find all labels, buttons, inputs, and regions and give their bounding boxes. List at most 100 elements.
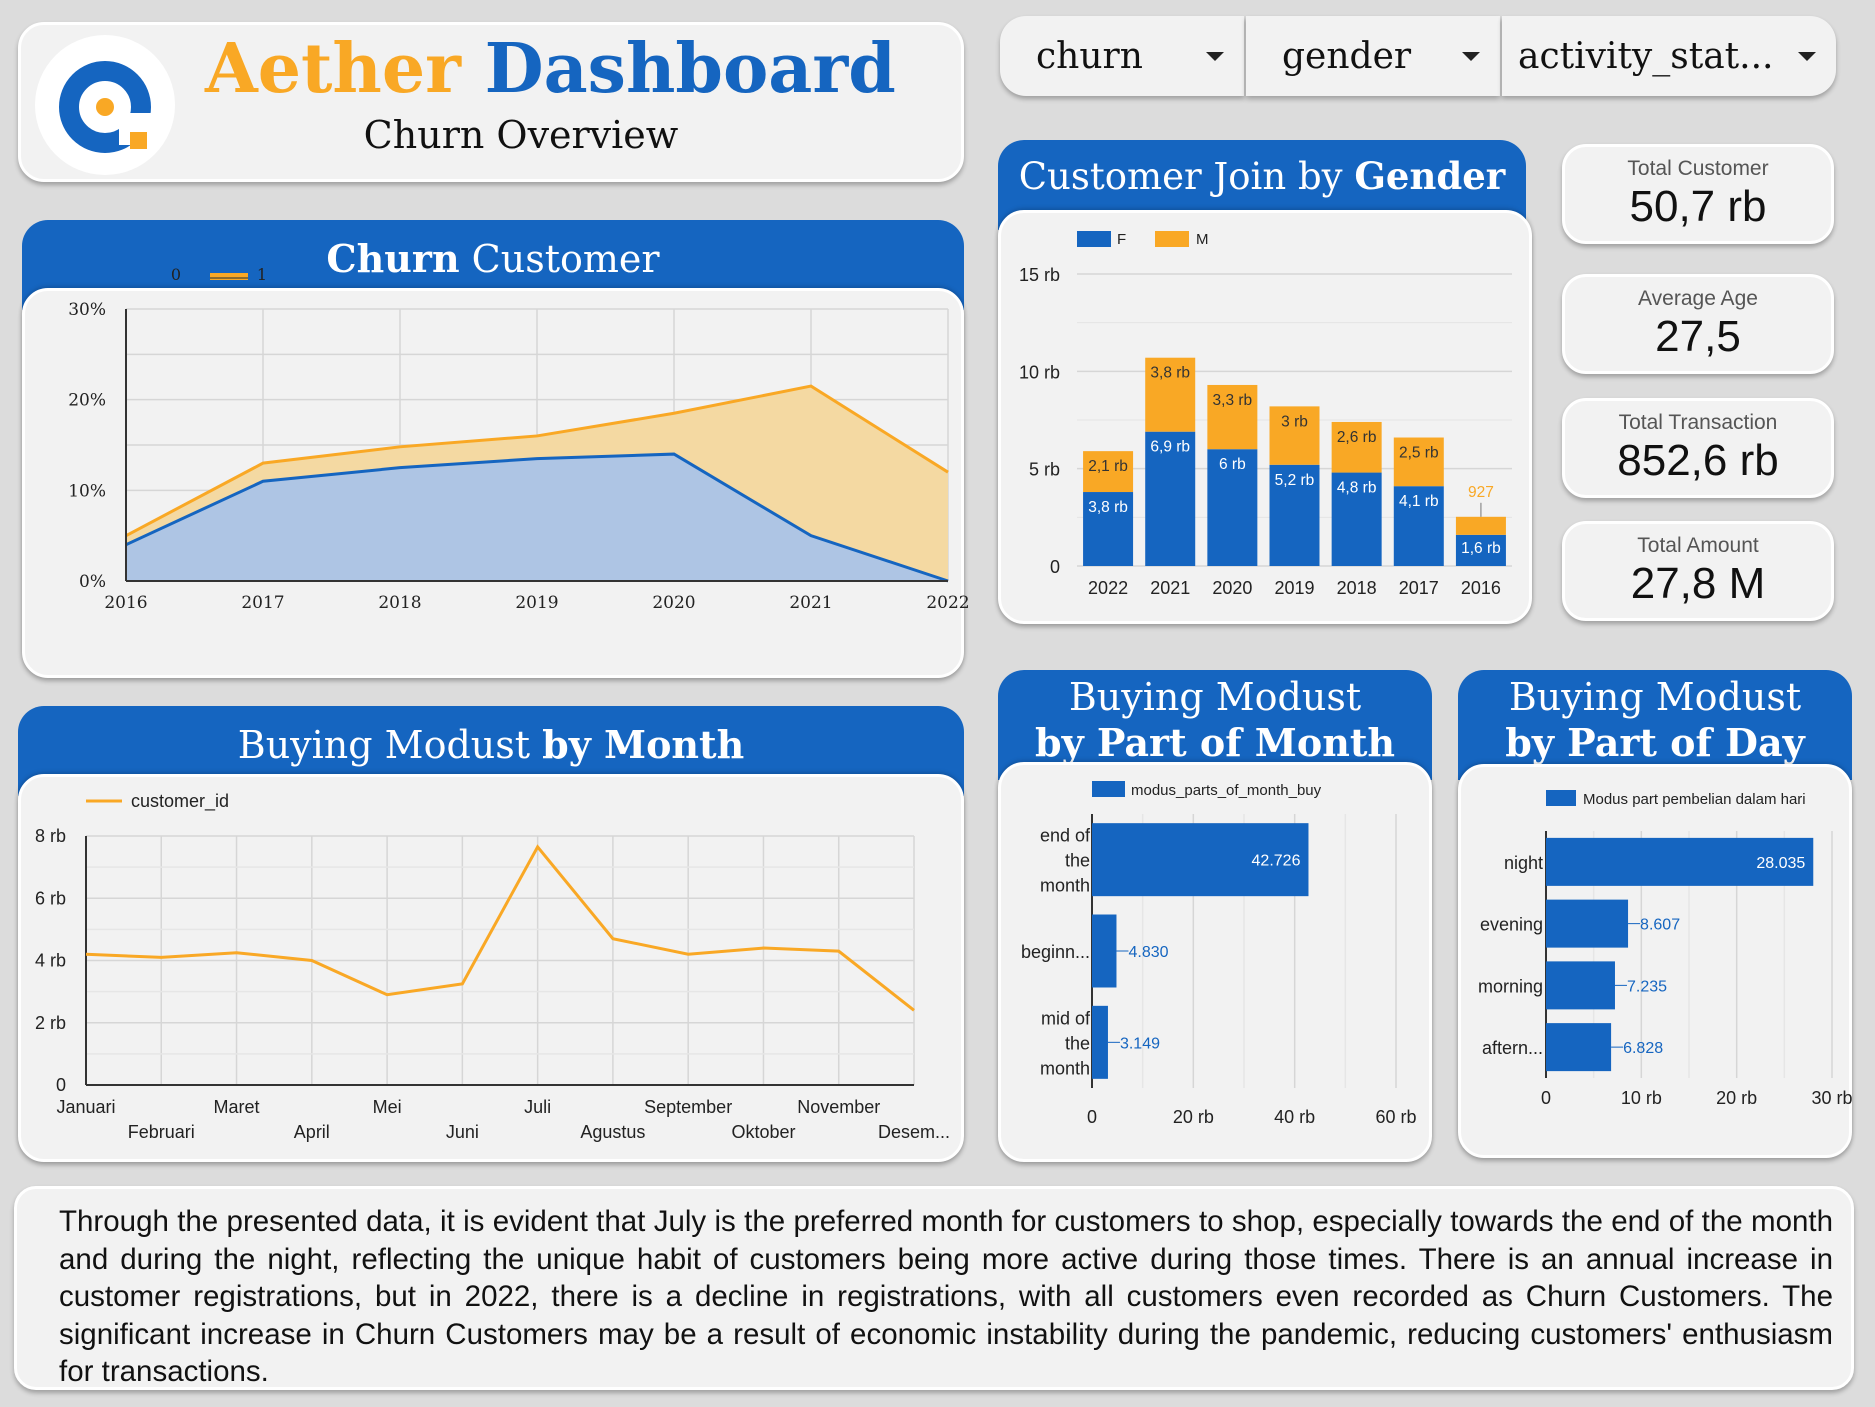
title-part-1: Aether	[205, 29, 461, 109]
gender-label-f: 6 rb	[1219, 456, 1246, 473]
gender-bar-f	[1145, 431, 1196, 566]
gender-x-tick: 2022	[1088, 578, 1128, 598]
month-panel-body	[18, 774, 964, 1162]
gender-bar-f	[1455, 534, 1506, 566]
partmonth-bar-label: 4.830	[1128, 944, 1168, 961]
gender-label-f: 6,9 rb	[1150, 439, 1190, 456]
gender-legend-swatch-m	[1155, 231, 1189, 247]
partmonth-category-label: the	[1065, 1033, 1090, 1053]
partmonth-bar	[1092, 1005, 1108, 1079]
gender-label-m: 3 rb	[1281, 413, 1308, 430]
dashboard-subtitle: Churn Overview	[363, 113, 679, 157]
churn-line-series-0	[125, 452, 949, 583]
kpi-value: 27,5	[1655, 312, 1741, 361]
churn-x-tick: 2019	[515, 593, 558, 613]
gender-label-m: 3,8 rb	[1150, 365, 1190, 382]
gender-x-tick: 2021	[1150, 578, 1190, 598]
partday-bar-label: 8.607	[1640, 917, 1680, 934]
gender-bar-f	[1331, 472, 1382, 566]
kpi-label: Average Age	[1638, 287, 1758, 310]
partday-bar	[1546, 1023, 1612, 1072]
gender-title-rest: Customer Join by	[1018, 155, 1343, 198]
month-line-series	[85, 844, 915, 1012]
filter-label: churn	[1036, 35, 1143, 77]
partmonth-legend-label: modus_parts_of_month_buy	[1131, 782, 1322, 799]
partmonth-category-label: month	[1040, 1058, 1090, 1078]
churn-y-tick: 10%	[68, 481, 106, 501]
gender-bar-m	[1269, 406, 1320, 465]
month-y-tick: 4 rb	[35, 951, 66, 971]
filter-dropdown-gender[interactable]: gender	[1246, 16, 1500, 96]
partmonth-title-line2: by Part of Month	[1035, 720, 1395, 765]
partday-bar-label: 6.828	[1623, 1040, 1663, 1057]
aether-logo-icon	[59, 61, 153, 153]
partmonth-bar	[1092, 914, 1117, 988]
kpi-total-transaction: Total Transaction 852,6 rb	[1562, 398, 1834, 498]
partmonth-x-tick: 60 rb	[1375, 1107, 1416, 1127]
partday-bar	[1546, 899, 1629, 948]
gender-label-m: 2,6 rb	[1337, 429, 1377, 446]
month-y-tick: 8 rb	[35, 826, 66, 846]
month-x-tick: Februari	[128, 1122, 195, 1142]
gender-bar-m	[1331, 421, 1382, 473]
month-x-tick: Oktober	[731, 1122, 795, 1142]
gender-x-tick: 2020	[1212, 578, 1252, 598]
partmonth-panel-header: Buying Modust by Part of Month	[998, 670, 1432, 780]
churn-legend-swatch-1	[210, 273, 248, 280]
chevron-down-icon	[1462, 51, 1480, 61]
filter-dropdown-churn[interactable]: churn	[1000, 16, 1244, 96]
header-card: Aether Dashboard Churn Overview	[18, 22, 964, 182]
dashboard-title: Aether Dashboard	[205, 29, 896, 109]
logo	[35, 35, 175, 175]
churn-title-bold: Churn	[326, 236, 460, 281]
gender-title-bold: Gender	[1354, 154, 1506, 198]
partmonth-bar	[1092, 823, 1309, 897]
gender-y-tick: 15 rb	[1019, 265, 1060, 285]
churn-area-series-0	[126, 454, 948, 581]
partmonth-x-tick: 40 rb	[1274, 1107, 1315, 1127]
filter-dropdown-activity-status[interactable]: activity_stat...	[1502, 16, 1836, 96]
partday-legend-swatch	[1546, 790, 1576, 806]
gender-y-tick: 0	[1050, 557, 1060, 577]
partday-x-tick: 30 rb	[1811, 1088, 1852, 1108]
gender-label-f: 5,2 rb	[1275, 472, 1315, 489]
month-title-bold: by Month	[542, 722, 745, 767]
month-y-tick: 0	[56, 1075, 66, 1095]
gender-label-f: 4,1 rb	[1399, 493, 1439, 510]
month-y-tick: 2 rb	[35, 1013, 66, 1033]
churn-x-tick: 2022	[926, 593, 969, 613]
churn-x-tick: 2020	[652, 593, 695, 613]
gender-legend-label-m: M	[1196, 231, 1209, 248]
kpi-value: 50,7 rb	[1629, 182, 1767, 231]
month-x-tick: Mei	[373, 1097, 402, 1117]
kpi-total-customer: Total Customer 50,7 rb	[1562, 144, 1834, 244]
month-x-tick: Juni	[446, 1122, 479, 1142]
gender-y-tick: 5 rb	[1029, 460, 1060, 480]
month-x-tick: November	[797, 1097, 880, 1117]
churn-x-tick: 2016	[104, 593, 147, 613]
partmonth-category-label: month	[1040, 876, 1090, 896]
partmonth-x-tick: 20 rb	[1173, 1107, 1214, 1127]
partday-bar	[1546, 961, 1615, 1010]
gender-label-f: 1,6 rb	[1461, 540, 1501, 557]
month-title-rest: Buying Modust	[237, 723, 531, 767]
partmonth-category-label: beginn...	[1021, 942, 1090, 962]
month-x-tick: Desem...	[878, 1122, 950, 1142]
title-part-2: Dashboard	[484, 29, 896, 109]
gender-label-f: 4,8 rb	[1337, 480, 1377, 497]
partday-x-tick: 10 rb	[1621, 1088, 1662, 1108]
month-x-tick: Agustus	[580, 1122, 645, 1142]
gender-bar-m	[1455, 516, 1506, 535]
gender-bar-f	[1269, 464, 1320, 566]
partmonth-category-label: end of	[1040, 826, 1091, 846]
month-x-tick: Juli	[524, 1097, 551, 1117]
partday-bar-label: 7.235	[1627, 978, 1667, 995]
gender-bar-m	[1207, 384, 1258, 450]
kpi-average-age: Average Age 27,5	[1562, 274, 1834, 374]
gender-bar-f	[1207, 449, 1258, 566]
churn-title-rest: Customer	[471, 237, 660, 281]
partmonth-category-label: mid of	[1041, 1008, 1091, 1028]
partday-category-label: morning	[1478, 976, 1543, 996]
churn-legend-label-1: 1	[257, 265, 267, 284]
